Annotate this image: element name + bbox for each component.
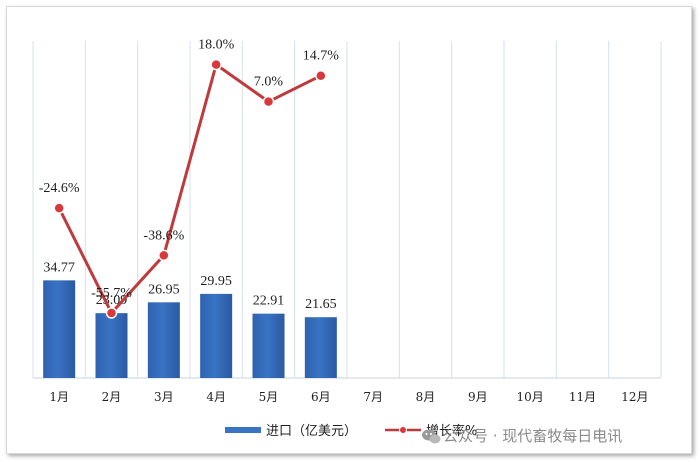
line-data-labels: -24.6% -55.7% -38.6% 18.0% 7.0% 14.7% <box>39 38 339 301</box>
bar-2月 <box>95 313 128 378</box>
growth-marker-6月 <box>315 69 327 82</box>
bar-5月 <box>252 313 285 378</box>
legend-label-import: 进口（亿美元） <box>266 424 357 439</box>
watermark: 公众号 · 现代畜牧每日电讯 <box>422 427 622 445</box>
watermark-text: 公众号 · 现代畜牧每日电讯 <box>443 427 622 445</box>
growth-value-label: -24.6% <box>39 181 80 196</box>
bar-4月 <box>200 293 233 378</box>
legend-label-growth: 增长率% <box>426 423 477 439</box>
legend-swatch-growth-marker <box>399 426 407 434</box>
gridlines <box>32 41 662 379</box>
legend-swatch-import <box>225 427 261 433</box>
growth-marker-5月 <box>262 95 275 108</box>
x-tick-label: 9月 <box>468 390 488 404</box>
x-tick-label: 11月 <box>569 390 596 404</box>
bar-value-label: 34.77 <box>43 260 75 275</box>
x-axis-ticks: 1月 2月 3月 4月 5月 6月 7月 8月 9月 10月 11月 12月 <box>49 390 648 404</box>
growth-value-label: 14.7% <box>303 49 340 64</box>
bar-value-label: 21.65 <box>305 297 337 312</box>
x-tick-label: 6月 <box>311 390 331 404</box>
bar-value-label: 29.95 <box>200 274 232 289</box>
x-tick-label: 7月 <box>363 390 383 404</box>
line-series-growth <box>53 58 327 319</box>
bar-3月 <box>147 302 180 378</box>
growth-value-label: -38.6% <box>143 228 184 243</box>
bar-series-import <box>43 280 337 378</box>
growth-marker-4月 <box>210 58 222 71</box>
bar-6月 <box>304 317 337 378</box>
x-tick-label: 2月 <box>102 390 122 404</box>
x-tick-label: 10月 <box>517 390 544 404</box>
x-tick-label: 5月 <box>259 390 279 404</box>
x-tick-label: 4月 <box>206 390 226 404</box>
bar-1月 <box>43 280 76 378</box>
growth-marker-1月 <box>53 202 65 214</box>
bar-value-label: 26.95 <box>148 282 180 297</box>
growth-value-label: -55.7% <box>91 286 132 301</box>
growth-line <box>57 63 322 315</box>
wechat-icon <box>422 429 441 444</box>
x-tick-label: 12月 <box>621 390 648 404</box>
x-tick-label: 3月 <box>154 390 174 404</box>
chart-frame: 34.77 23.09 26.95 29.95 22.91 21.65 -24.6% -55… <box>6 6 692 454</box>
x-tick-label: 8月 <box>416 390 436 404</box>
growth-marker-2月 <box>105 307 118 319</box>
bar-value-label: 22.91 <box>253 294 285 309</box>
legend: 进口（亿美元） 增长率% <box>225 423 477 439</box>
x-tick-label: 1月 <box>49 390 69 404</box>
growth-value-label: 7.0% <box>254 75 284 90</box>
growth-value-label: 18.0% <box>198 38 235 53</box>
growth-marker-3月 <box>158 249 170 262</box>
